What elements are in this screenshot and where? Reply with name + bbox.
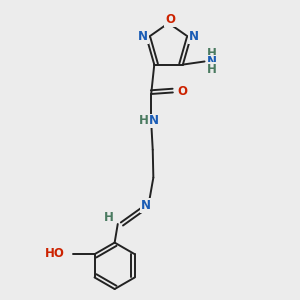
Text: N: N	[149, 114, 159, 127]
Text: H: H	[207, 47, 217, 60]
Text: H: H	[207, 63, 217, 76]
Text: O: O	[165, 14, 175, 26]
Text: N: N	[141, 199, 151, 212]
Text: N: N	[138, 30, 148, 43]
Text: H: H	[139, 114, 148, 127]
Text: N: N	[189, 30, 199, 43]
Text: O: O	[177, 85, 187, 98]
Text: H: H	[103, 211, 113, 224]
Text: HO: HO	[45, 247, 65, 260]
Text: N: N	[207, 55, 217, 68]
